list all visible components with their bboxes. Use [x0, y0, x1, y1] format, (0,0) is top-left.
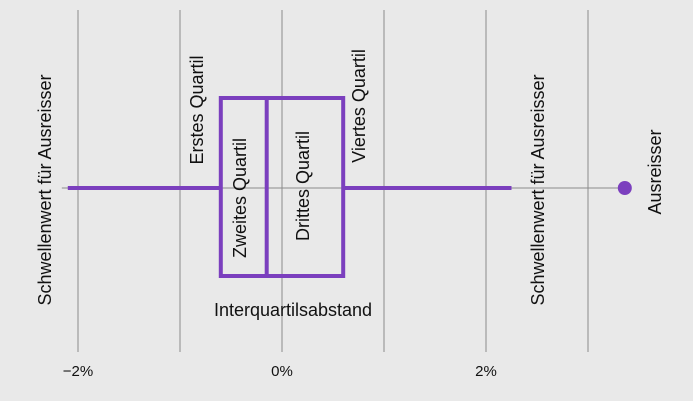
outlier-point	[617, 181, 632, 195]
q2-label: Zweites Quartil	[230, 138, 250, 258]
outlier-label: Ausreisser	[645, 129, 665, 214]
boxplot	[61, 96, 632, 278]
x-tick-label: 0%	[271, 363, 293, 380]
x-axis-ticks: −2% 0% 2%	[63, 363, 497, 380]
q1-label: Erstes Quartil	[187, 55, 207, 164]
q4-label: Viertes Quartil	[349, 49, 369, 163]
upper-threshold-label: Schwellenwert für Ausreisser	[528, 74, 548, 305]
x-tick-label: −2%	[63, 363, 93, 380]
gridlines	[77, 10, 589, 352]
annotations: Schwellenwert für Ausreisser Erstes Quart…	[35, 49, 665, 320]
lower-threshold-label: Schwellenwert für Ausreisser	[35, 74, 55, 305]
iqr-box	[218, 96, 346, 278]
q3-label: Drittes Quartil	[293, 131, 313, 241]
x-tick-label: 2%	[475, 363, 497, 380]
iqr-label: Interquartilsabstand	[214, 300, 372, 320]
